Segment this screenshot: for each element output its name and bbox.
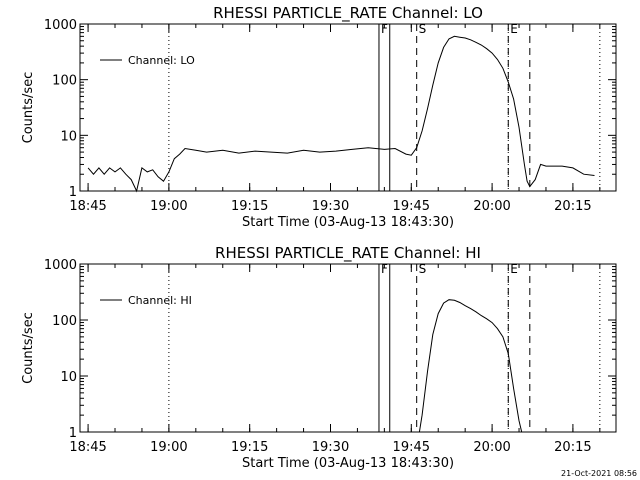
chart-title: RHESSI PARTICLE_RATE Channel: LO [213, 4, 483, 23]
lo-channel-panel: RHESSI PARTICLE_RATE Channel: LO 1 10 100 10… [21, 4, 617, 230]
y-tick-label: 1 [69, 185, 77, 200]
x-tick-label: 19:00 [150, 440, 187, 455]
x-tick-label: 19:15 [231, 440, 268, 455]
x-tick-label: 20:00 [473, 199, 510, 214]
x-axis-label: Start Time (03-Aug-13 18:43:30) [242, 456, 454, 471]
event-marker-label: E [510, 262, 518, 276]
hi-channel-panel: RHESSI PARTICLE_RATE Channel: HI 1 10 100 10… [21, 244, 617, 471]
chart-title: RHESSI PARTICLE_RATE Channel: HI [215, 244, 481, 263]
x-tick-label: 19:45 [393, 199, 430, 214]
x-tick-label: 19:00 [150, 199, 187, 214]
footer-timestamp: 21-Oct-2021 08:56 [561, 469, 637, 478]
y-tick-label: 1000 [44, 258, 77, 273]
x-tick-label: 19:45 [393, 440, 430, 455]
x-tick-label: 20:15 [554, 199, 591, 214]
x-tick-label: 20:15 [554, 440, 591, 455]
y-axis-label: Counts/sec [21, 72, 36, 144]
y-tick-label: 1 [69, 426, 77, 441]
series-line [418, 299, 523, 433]
event-marker-label: S [419, 22, 427, 36]
x-tick-label: 18:45 [69, 440, 106, 455]
event-marker-label: F [381, 262, 388, 276]
event-marker-label: S [419, 262, 427, 276]
y-axis-label: Counts/sec [21, 312, 36, 384]
y-tick-label: 10 [60, 129, 77, 144]
y-tick-label: 100 [52, 74, 77, 89]
plot-frame [79, 263, 617, 433]
x-tick-label: 19:15 [231, 199, 268, 214]
y-tick-label: 10 [60, 370, 77, 385]
x-tick-label: 18:45 [69, 199, 106, 214]
y-tick-label: 100 [52, 314, 77, 329]
legend-label: Channel: HI [128, 294, 192, 307]
x-tick-label: 19:30 [312, 440, 349, 455]
series-line [87, 35, 595, 193]
event-marker-label: F [381, 22, 388, 36]
x-tick-label: 19:30 [312, 199, 349, 214]
x-tick-label: 20:00 [473, 440, 510, 455]
x-axis-label: Start Time (03-Aug-13 18:43:30) [242, 215, 454, 230]
event-marker-label: E [510, 22, 518, 36]
y-tick-label: 1000 [44, 18, 77, 33]
plot-frame [79, 23, 617, 192]
legend-label: Channel: LO [128, 54, 195, 67]
